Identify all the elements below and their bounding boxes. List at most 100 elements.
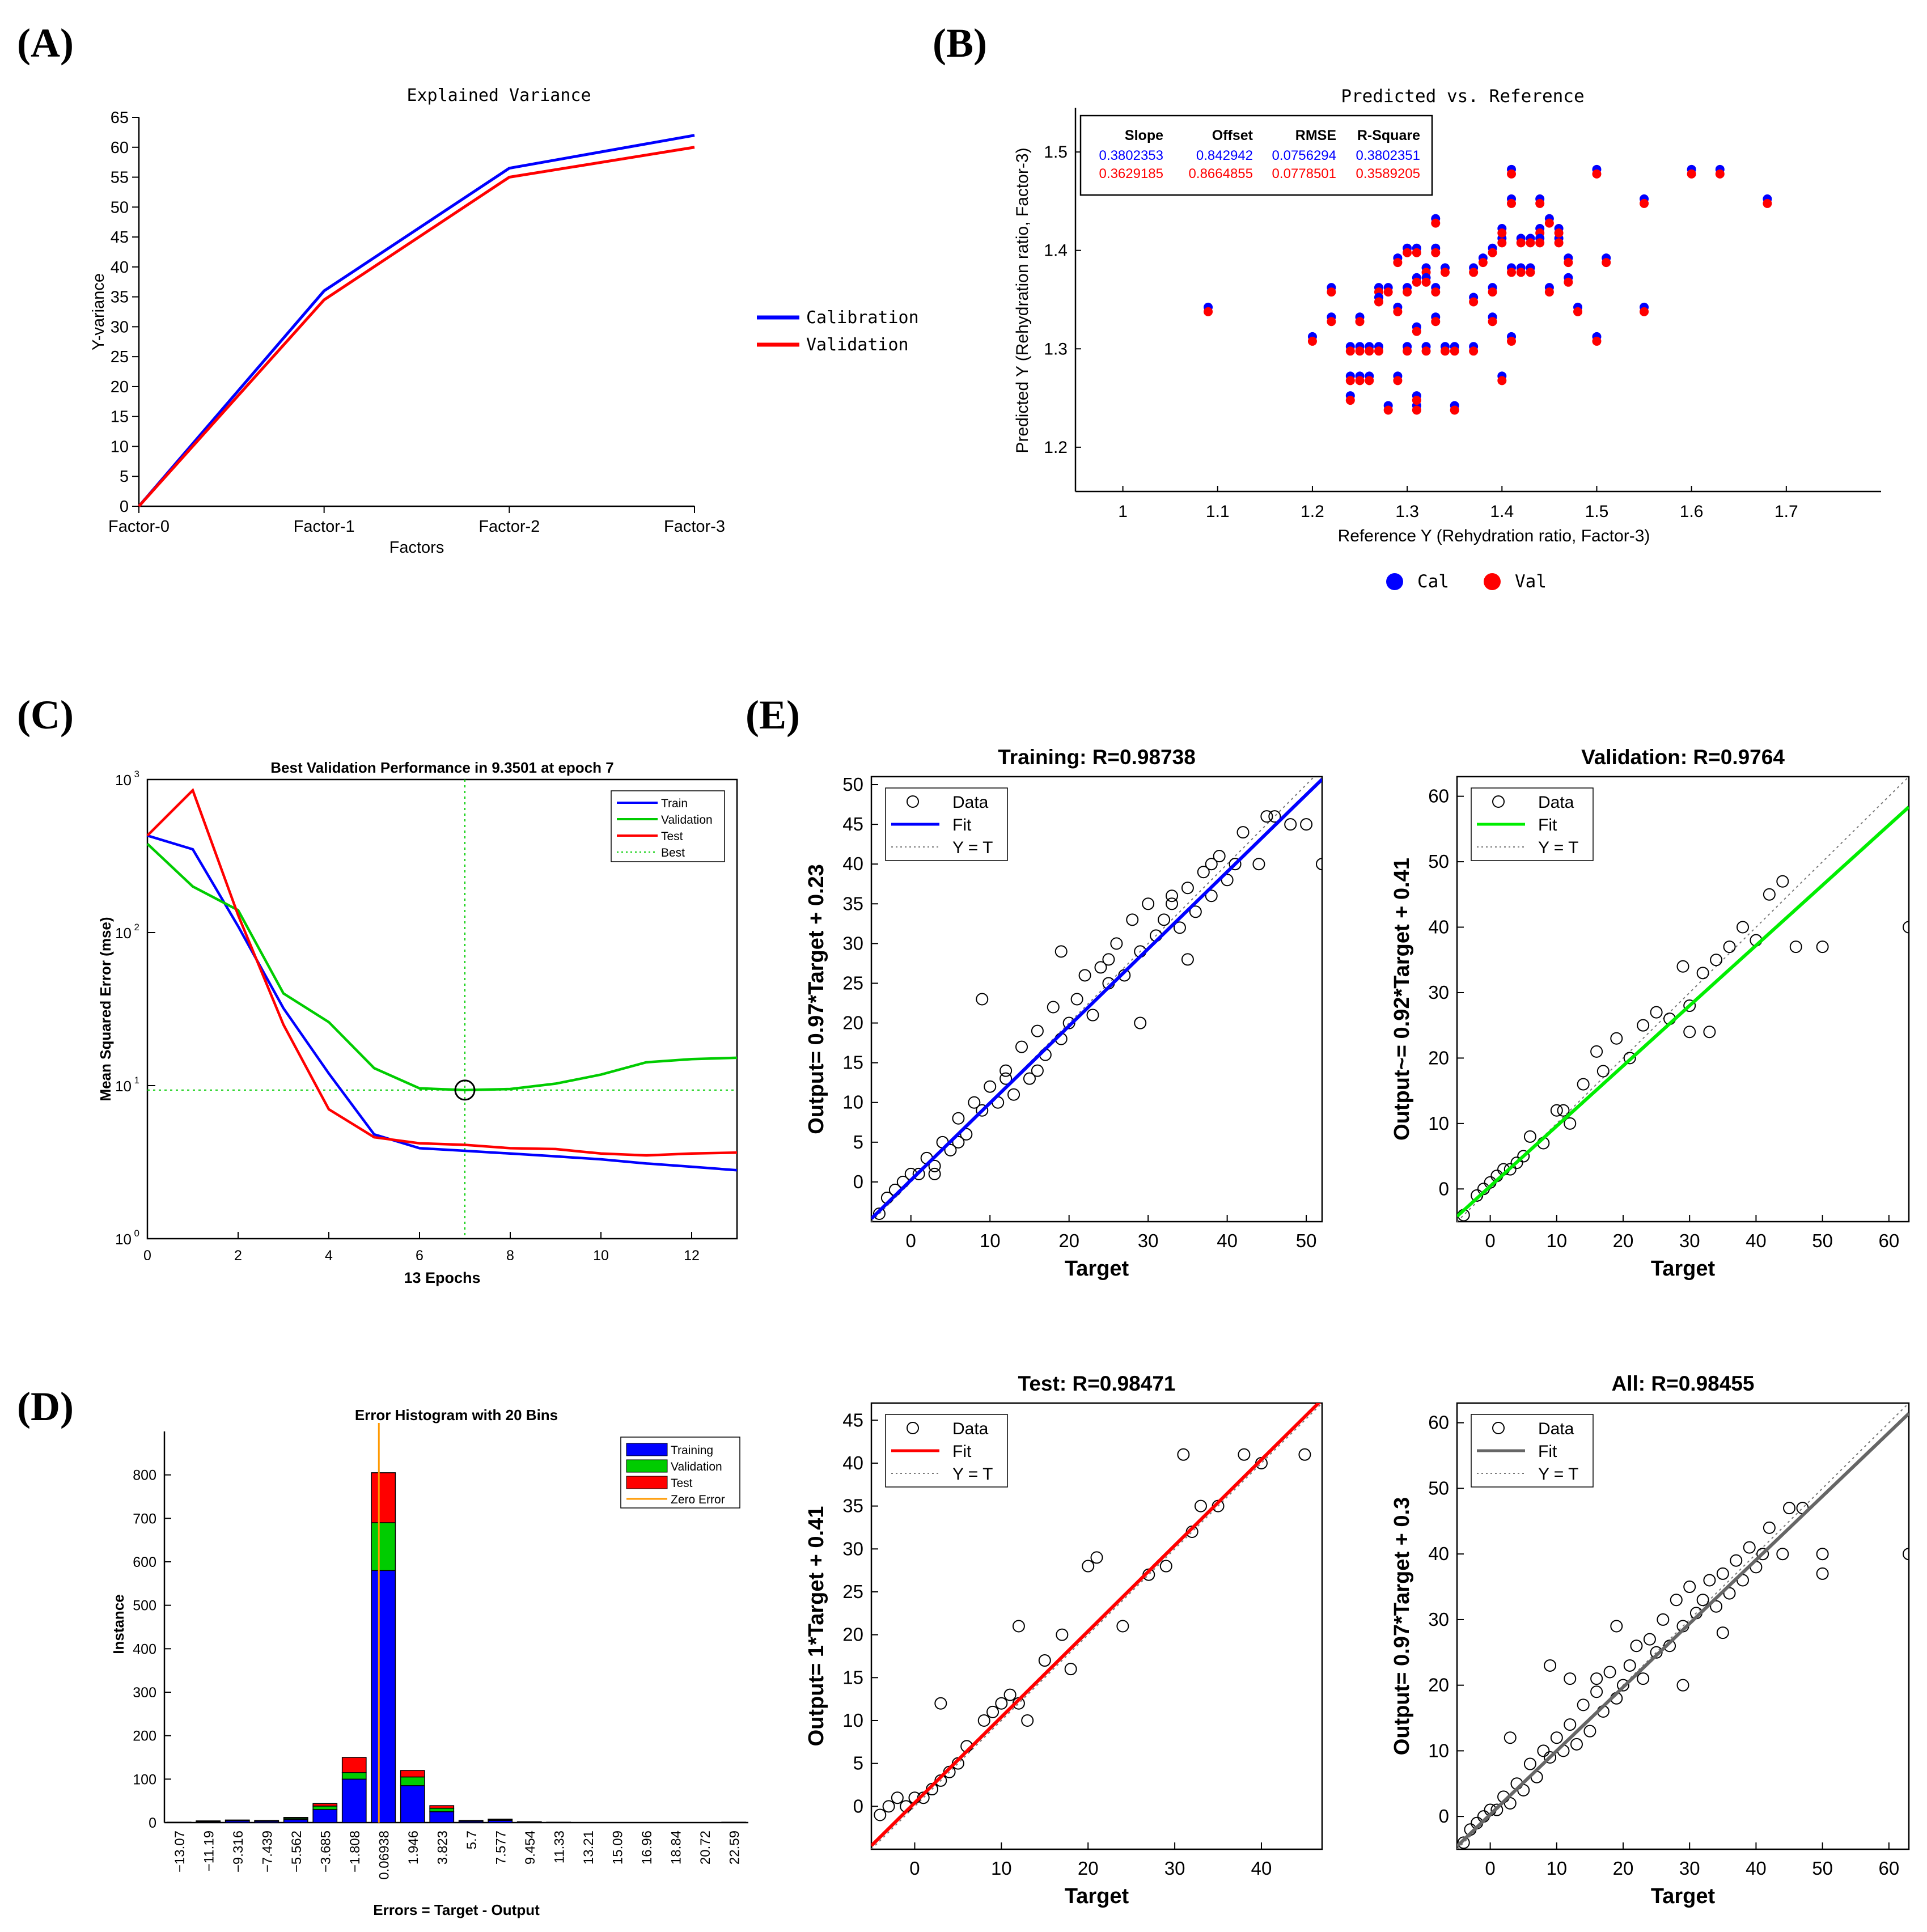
data-point <box>1260 810 1273 823</box>
legend-label: Data <box>952 793 989 812</box>
stats-cell: 0.842942 <box>1196 148 1253 163</box>
y-tick-label: 35 <box>842 893 863 914</box>
y-tick-label: 100 <box>133 1772 156 1787</box>
bar-training <box>429 1811 455 1823</box>
val-point <box>1592 336 1602 346</box>
data-point <box>1683 1581 1696 1594</box>
x-tick-label: 1.3 <box>1395 502 1419 521</box>
data-point <box>928 1167 941 1180</box>
y-tick-label: 45 <box>842 1409 863 1430</box>
legend-label: Test <box>671 1477 693 1490</box>
data-point <box>1703 1026 1716 1039</box>
chart-e-training-regression: 0 10 20 30 40 50 0 5 10 15 20 25 30 35 40 45 50 Training:… <box>804 745 1323 1281</box>
val-point <box>1488 317 1497 327</box>
data-point <box>944 1143 957 1156</box>
bar-test <box>429 1805 455 1809</box>
data-point <box>873 1207 886 1220</box>
data-point <box>952 1112 965 1125</box>
data-point <box>1229 858 1242 871</box>
data-point <box>1205 858 1218 871</box>
x-tick-label: 20 <box>1613 1858 1634 1879</box>
y-tick-label: 400 <box>133 1641 156 1657</box>
x-tick-label: 6 <box>416 1248 423 1264</box>
bar-training <box>341 1778 367 1823</box>
y-axis-label: Output~= 0.92*Target + 0.41 <box>1390 858 1414 1141</box>
data-point <box>1683 999 1696 1012</box>
data-point <box>1181 882 1194 895</box>
val-point <box>1469 268 1479 277</box>
y-tick-label: 50 <box>1428 851 1449 872</box>
data-point <box>1783 1502 1796 1515</box>
data-point <box>1570 1738 1583 1751</box>
data-point <box>1816 940 1829 954</box>
chart-e-validation-regression: 0 10 20 30 40 50 60 0 10 20 30 40 50 60 Validation: R=… <box>1390 745 1910 1281</box>
x-tick-label: 0.06938 <box>376 1831 392 1880</box>
series-line-calibration <box>138 134 695 507</box>
val-point <box>1431 317 1441 327</box>
data-point <box>1590 1685 1603 1698</box>
val-point <box>1374 346 1383 356</box>
val-point <box>1715 169 1725 179</box>
data-point <box>1723 940 1736 954</box>
stats-header: R-Square <box>1357 128 1420 143</box>
y-tick-exponent: 1 <box>134 1075 139 1086</box>
data-point <box>1716 1567 1729 1580</box>
data-point <box>1003 1688 1017 1701</box>
data-point <box>1000 1064 1013 1077</box>
legend-label: Val <box>1515 571 1547 592</box>
val-point <box>1393 376 1403 385</box>
data-point <box>1643 1633 1656 1646</box>
y-tick-label: 15 <box>842 1667 863 1688</box>
data-point <box>1583 1725 1596 1738</box>
chart-title: Validation: R=0.9764 <box>1581 745 1785 769</box>
x-tick-label: 9.454 <box>523 1831 538 1865</box>
val-point <box>1421 277 1431 287</box>
data-point <box>1657 1613 1670 1626</box>
data-point <box>1070 993 1083 1006</box>
y-tick-label: 10 <box>1428 1740 1449 1761</box>
plot-content <box>871 1403 1322 1849</box>
x-tick-label: 5.7 <box>464 1831 480 1849</box>
y-tick-label: 30 <box>1428 982 1449 1003</box>
data-point <box>1544 1659 1557 1672</box>
data-point <box>1550 1104 1563 1117</box>
y-tick-label: 60 <box>111 139 129 157</box>
y-tick-label: 20 <box>111 378 129 396</box>
x-tick-label: −11.19 <box>201 1831 217 1871</box>
y-tick-label: 55 <box>111 169 129 187</box>
y-tick-label: 200 <box>133 1728 156 1744</box>
data-point <box>1116 1620 1129 1633</box>
bar-test <box>458 1820 484 1821</box>
data-point <box>1090 1551 1103 1564</box>
data-point <box>1590 1672 1603 1685</box>
chart-title: Predicted vs. Reference <box>1341 86 1584 107</box>
data-point <box>1537 1744 1550 1757</box>
legend-label: Data <box>1538 1420 1574 1438</box>
data-point <box>1457 1836 1470 1849</box>
data-point <box>1031 1064 1044 1077</box>
val-point <box>1431 248 1441 257</box>
data-point <box>1054 945 1068 958</box>
val-point <box>1544 218 1554 228</box>
val-point <box>1602 258 1611 268</box>
bar-test <box>254 1820 279 1821</box>
legend-label: Train <box>661 797 688 810</box>
val-point <box>1507 336 1517 346</box>
x-tick-label: 13.21 <box>581 1831 596 1865</box>
val-point <box>1412 327 1421 336</box>
val-point <box>1383 405 1393 415</box>
data-point <box>1252 858 1265 871</box>
data-point <box>1284 818 1297 831</box>
y-tick-label: 60 <box>1428 1412 1449 1433</box>
x-tick-label: 30 <box>1679 1230 1700 1251</box>
y-tick-label: 800 <box>133 1468 156 1484</box>
bar-test <box>488 1819 513 1820</box>
data-point <box>1236 826 1250 839</box>
chart-title: Explained Variance <box>406 86 591 105</box>
legend-label: Validation <box>671 1460 722 1473</box>
val-point <box>1564 277 1573 287</box>
val-point <box>1365 346 1374 356</box>
y-tick-label: 10 <box>842 1710 863 1731</box>
legend-label: Cal <box>1417 571 1449 592</box>
data-point <box>1316 858 1322 871</box>
